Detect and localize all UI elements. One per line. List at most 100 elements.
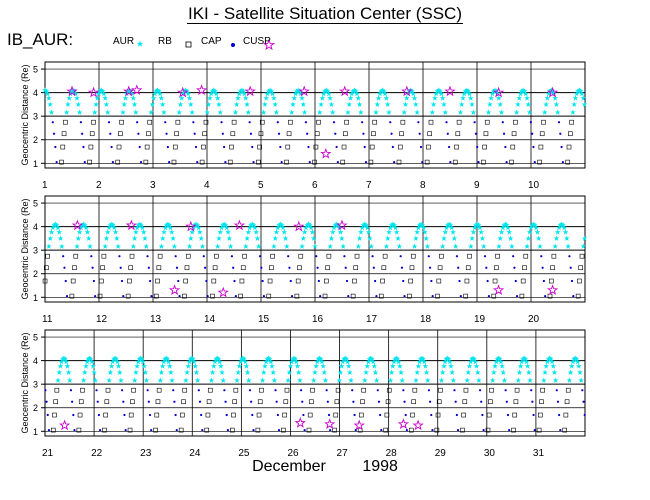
rb-point [397,144,403,150]
cap-point [327,413,331,417]
aur-point [532,222,538,228]
rb-point [105,387,111,393]
aur-point [131,101,138,107]
y-tick-label: 4 [33,88,38,98]
rb-point [227,159,233,165]
cusp-point [185,220,197,232]
aur-point [260,109,267,115]
aur-point [507,235,514,241]
rb-point [230,427,235,433]
cap-point [251,413,254,417]
aur-point [255,243,262,249]
cap-point [482,429,485,432]
aur-point [369,356,375,362]
cusp-point [339,85,351,97]
aur-point [581,235,588,241]
aur-point [317,356,324,362]
aur-point [501,222,507,228]
aur-point [186,243,193,249]
aur-point [269,363,275,369]
cap-point [403,400,406,403]
aur-point [518,358,525,365]
rb-point [324,278,329,284]
aur-point [82,222,88,228]
y-tick-label: 2 [33,135,38,145]
rb-point [178,427,184,433]
aur-point [166,363,173,369]
aur-point [168,229,175,235]
rb-point [565,159,571,165]
aur-point [319,95,326,101]
aur-point [554,229,561,235]
aur-point [106,377,112,383]
aur-point [292,90,299,97]
aur-point [316,109,323,115]
aur-point [327,243,333,249]
cap-point [557,121,561,124]
aur-point [89,358,95,365]
aur-point [496,356,503,362]
aur-point [312,369,318,375]
rb-point [536,427,542,433]
rb-point [78,399,84,405]
cap-point [224,400,227,403]
rb-point [61,131,67,137]
aur-point [114,358,121,365]
legend-markers [136,38,276,51]
day-label: 29 [435,448,447,459]
rb-point [73,253,79,259]
cap-point [197,389,200,392]
aur-point [272,235,279,241]
aur-point [163,355,169,361]
aur-point [234,377,240,383]
aur-point [301,229,308,235]
cap-point [139,161,143,164]
aur-point [519,88,525,94]
day-label: 4 [204,180,210,191]
rb-point [127,427,133,433]
aur-point [135,358,142,365]
cusp-point [401,85,413,97]
cap-point [393,161,396,164]
aur-point [546,355,553,361]
aur-point [383,243,390,249]
aur-point [242,95,249,101]
aur-point [328,235,335,241]
cap-point [95,389,98,392]
aur-point [340,358,346,365]
cap-point [122,295,125,298]
aur-point [312,243,318,249]
aur-point [51,222,57,228]
rb-point [467,253,472,259]
aur-point [572,355,579,361]
aur-point [271,95,277,101]
rb-point [256,159,261,165]
cap-point [446,132,449,135]
aur-point [525,235,532,241]
aur-point [210,363,217,369]
rb-point [97,293,103,299]
rb-point [89,131,95,137]
aur-point [195,224,202,231]
cap-point [478,389,482,392]
aur-point [409,88,415,94]
rb-point [399,131,404,137]
aur-point [74,243,80,249]
aur-point [286,369,293,375]
cap-point [332,121,336,124]
aur-point [237,358,244,365]
aur-point [544,358,551,365]
cap-point [316,266,319,269]
aur-point [429,109,436,115]
rb-point [77,412,83,418]
cusp-point [131,84,143,96]
cap-point [533,429,536,432]
rb-point [238,293,243,299]
aur-point [205,101,212,107]
aur-point [541,377,547,383]
cap-point [98,429,102,432]
aur-point [509,243,515,249]
aur-point [434,88,441,94]
aur-point [415,224,422,231]
